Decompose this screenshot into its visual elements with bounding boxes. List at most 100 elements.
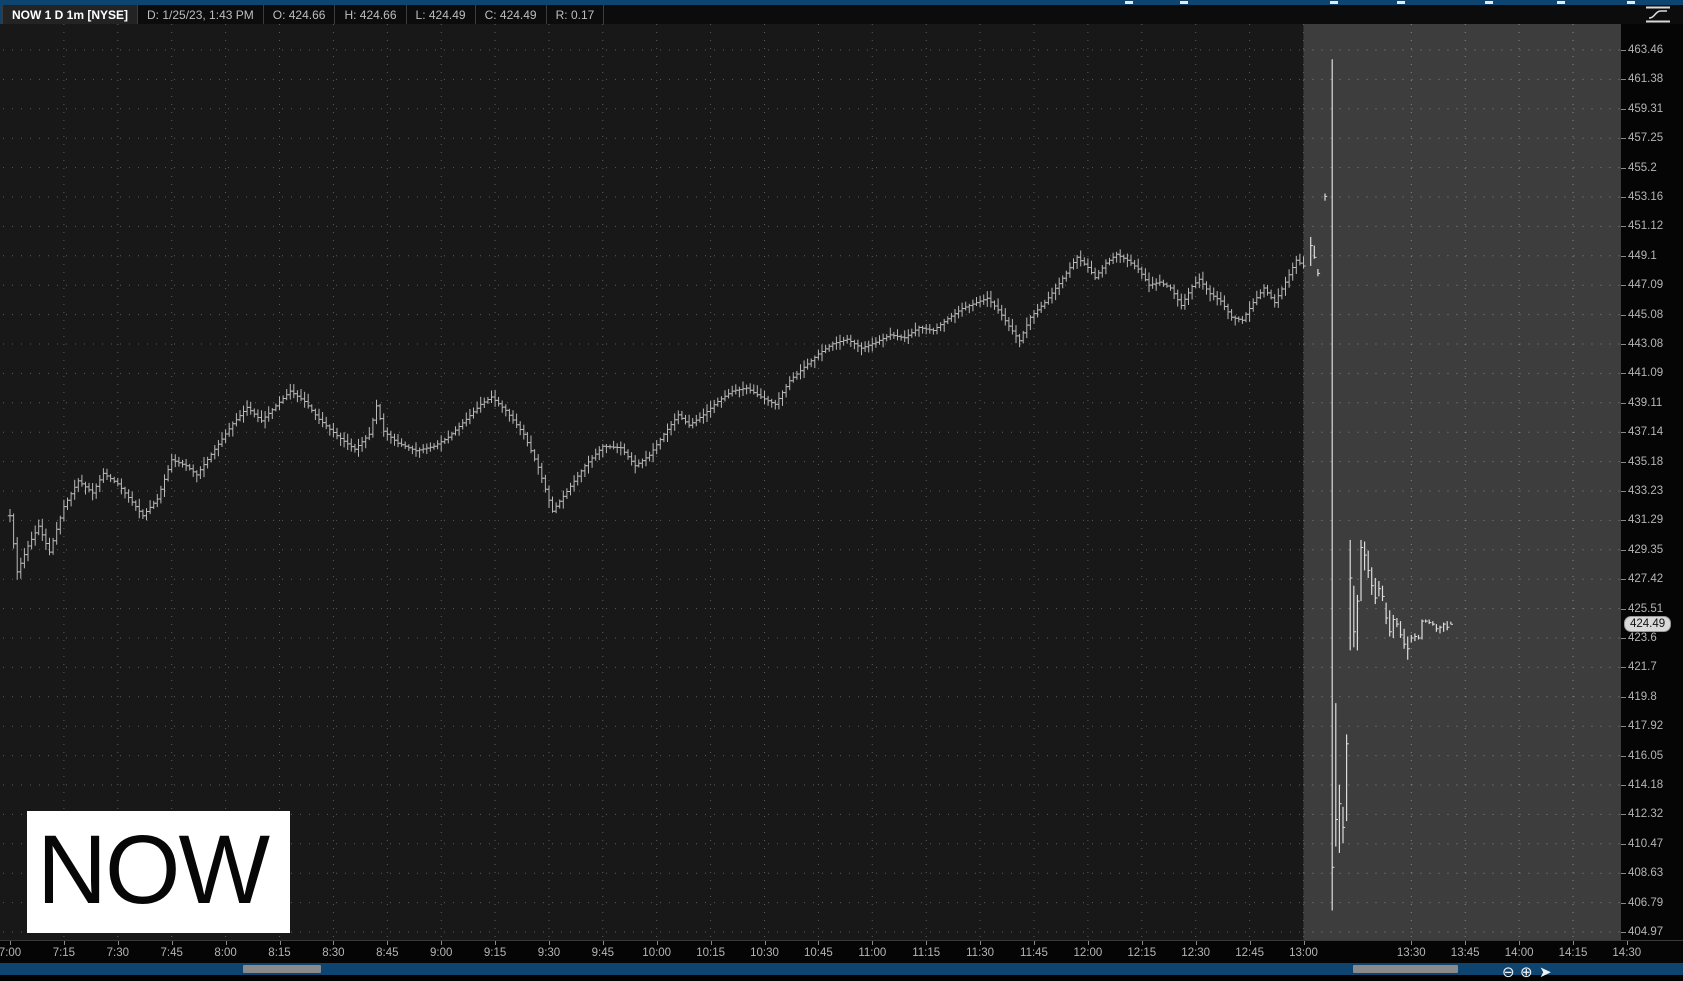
price-axis-label: 414.18 — [1628, 779, 1664, 791]
zoom-out-icon[interactable]: ⊖ — [1502, 964, 1515, 981]
pan-cursor-icon[interactable]: ➤ — [1539, 964, 1552, 981]
time-axis-label: 12:45 — [1235, 947, 1264, 959]
header-field-close: C: 424.49 — [476, 5, 547, 24]
price-axis-label: 419.8 — [1628, 690, 1657, 703]
price-axis-label: 408.63 — [1628, 867, 1664, 880]
price-axis-tick — [1621, 932, 1626, 933]
price-axis-tick — [1621, 108, 1626, 110]
time-axis-label: 9:00 — [429, 947, 453, 959]
price-axis-label: 455.2 — [1628, 161, 1657, 174]
time-axis-label: 14:30 — [1612, 947, 1642, 959]
price-axis-tick — [1621, 785, 1626, 786]
time-axis-label: 7:00 — [0, 947, 22, 959]
time-axis-label: 9:30 — [537, 947, 561, 959]
price-axis-tick — [1621, 491, 1626, 492]
time-axis-label: 7:15 — [52, 947, 76, 959]
price-axis-label: 404.97 — [1628, 926, 1664, 938]
time-axis-label: 13:00 — [1289, 947, 1318, 959]
price-axis-label: 425.51 — [1628, 602, 1664, 615]
time-axis-label: 12:00 — [1073, 947, 1103, 959]
price-axis-label: 431.29 — [1628, 514, 1664, 527]
time-axis-label: 11:15 — [912, 947, 941, 959]
bottom-scrollbar[interactable] — [0, 963, 1683, 975]
price-axis-label: 429.35 — [1628, 543, 1664, 556]
chart-header: NOW 1 D 1m [NYSE] D: 1/25/23, 1:43 PM O:… — [2, 5, 1683, 25]
current-price-label: 424.49 — [1624, 616, 1672, 633]
price-axis-tick — [1621, 726, 1626, 728]
price-axis-tick — [1621, 432, 1626, 434]
scrollbar-thumb[interactable] — [243, 965, 321, 973]
price-axis-tick — [1621, 755, 1626, 757]
price-axis-label: 441.09 — [1628, 367, 1664, 380]
time-axis-tick — [225, 941, 227, 945]
time-axis-label: 13:30 — [1396, 947, 1426, 959]
time-axis[interactable]: 7:00 7:15 7:30 7:45 8:00 8:15 8:30 8:45 9:00 9:15… — [0, 940, 1683, 964]
time-axis-tick — [818, 941, 820, 945]
price-axis-tick — [1621, 138, 1626, 140]
price-axis-label: 437.14 — [1628, 426, 1664, 439]
price-axis-label: 412.32 — [1628, 808, 1664, 821]
time-axis-tick — [872, 941, 874, 945]
price-axis-label: 417.92 — [1628, 720, 1664, 733]
price-axis[interactable]: 424.49 463.46 461.38 459.31 457.25 455.2 453.… — [1621, 24, 1683, 940]
time-axis-tick — [117, 941, 119, 945]
time-axis-tick — [602, 941, 604, 945]
title-bar-tick — [1180, 1, 1188, 4]
price-axis-tick — [1621, 549, 1626, 551]
time-axis-tick — [926, 941, 928, 945]
price-axis-tick — [1621, 902, 1626, 904]
time-axis-label: 8:00 — [214, 947, 237, 959]
price-axis-tick — [1621, 197, 1626, 198]
time-axis-tick — [1626, 941, 1628, 945]
chart-style-icon[interactable] — [1645, 6, 1671, 23]
time-axis-label: 10:15 — [696, 947, 725, 959]
price-axis-label: 457.25 — [1628, 132, 1664, 145]
symbol-watermark: NOW — [27, 811, 290, 933]
zoom-in-icon[interactable]: ⊕ — [1520, 964, 1533, 981]
price-axis-tick — [1621, 608, 1626, 610]
time-axis-label: 10:30 — [750, 947, 779, 959]
watermark-text: NOW — [37, 814, 270, 924]
price-axis-tick — [1621, 226, 1626, 228]
price-axis-tick — [1621, 696, 1626, 698]
price-axis-label: 421.7 — [1628, 661, 1657, 674]
price-axis-tick — [1621, 873, 1626, 875]
title-bar-tick — [1125, 1, 1133, 4]
price-axis-label: 445.08 — [1628, 308, 1664, 321]
time-axis-tick — [441, 941, 443, 945]
chart-canvas[interactable] — [0, 24, 1628, 945]
time-axis-label: 11:00 — [858, 947, 887, 959]
price-axis-tick — [1621, 402, 1626, 404]
price-axis-tick — [1621, 373, 1626, 375]
price-axis-label: 453.16 — [1628, 191, 1664, 203]
time-axis-label: 14:00 — [1504, 947, 1534, 959]
time-axis-label: 9:15 — [483, 947, 507, 959]
time-axis-tick — [171, 941, 173, 945]
time-axis-label: 8:30 — [322, 947, 345, 959]
header-field-date: D: 1/25/23, 1:43 PM — [138, 5, 264, 24]
time-axis-label: 8:45 — [376, 947, 399, 959]
title-bar-tick — [1330, 1, 1338, 4]
time-axis-tick — [279, 941, 281, 945]
price-axis-label: 463.46 — [1628, 44, 1664, 56]
time-axis-label: 10:45 — [804, 947, 833, 959]
price-axis-label: 423.6 — [1628, 632, 1657, 644]
time-axis-label: 13:45 — [1450, 947, 1480, 959]
price-axis-tick — [1621, 667, 1626, 669]
price-axis-label: 435.18 — [1628, 455, 1664, 468]
symbol-title: NOW 1 D 1m [NYSE] — [2, 5, 139, 24]
time-axis-tick — [1141, 941, 1143, 945]
scrollbar-thumb[interactable] — [1353, 965, 1458, 973]
time-axis-label: 12:30 — [1181, 947, 1211, 959]
price-axis-label: 459.31 — [1628, 102, 1664, 115]
price-axis-label: 406.79 — [1628, 896, 1664, 909]
price-axis-label: 451.12 — [1628, 220, 1664, 233]
price-axis-label: 433.23 — [1628, 485, 1664, 497]
time-axis-label: 8:15 — [268, 947, 291, 959]
price-axis-tick — [1621, 520, 1626, 522]
time-axis-tick — [1034, 941, 1035, 945]
time-axis-tick — [764, 941, 766, 945]
price-axis-tick — [1621, 79, 1626, 81]
title-bar-tick — [1397, 1, 1405, 4]
time-axis-tick — [495, 941, 497, 945]
